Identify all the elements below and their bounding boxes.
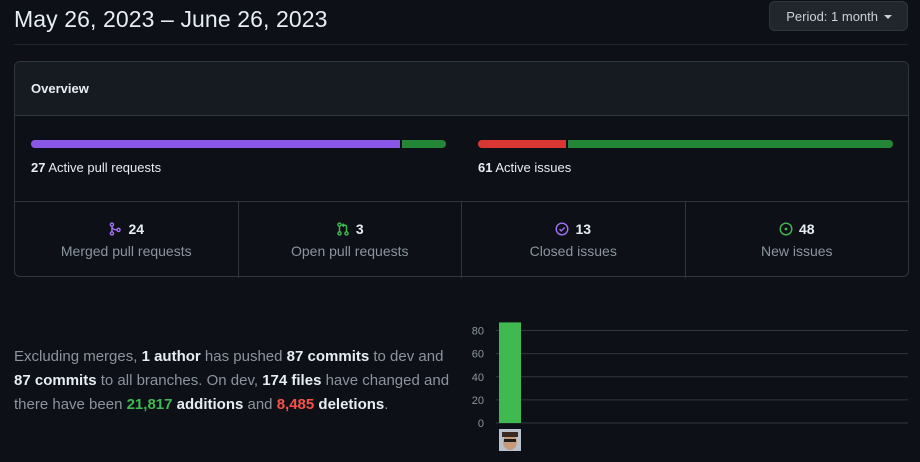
commit-summary-text: Excluding merges, 1 author has pushed 87… [14,345,464,417]
overview-stats: 24 Merged pull requests 3 Open pull requ… [15,202,908,278]
commits-all-count: 87 commits [14,372,97,389]
additions-word: additions [176,396,244,413]
issues-progress-bar[interactable] [478,140,893,148]
open-pr-value: 3 [355,221,364,237]
page-header: May 26, 2023 – June 26, 2023 Period: 1 m… [14,0,908,45]
text-fragment: has pushed [200,348,287,365]
merged-pr-value: 24 [128,221,145,237]
author-count-link[interactable]: 1 author [141,348,201,365]
active-pr-count: 27 [31,160,46,175]
issue-opened-icon [779,222,793,236]
active-pull-requests-summary[interactable]: 27 Active pull requests [31,160,161,175]
overview-title: Overview [31,81,89,96]
period-dropdown-button[interactable]: Period: 1 month [769,1,908,31]
y-tick-label: 20 [472,395,484,407]
closed-issues-value: 13 [575,221,592,237]
text-fragment: have changed and there have been [14,372,450,413]
text-fragment: and [243,396,277,413]
merge-icon [108,222,122,236]
merged-pull-requests-stat[interactable]: 24 Merged pull requests [15,202,239,278]
author-avatar[interactable] [499,429,521,451]
pull-requests-progress-bar[interactable] [31,140,446,148]
date-range-title: May 26, 2023 – June 26, 2023 [14,6,328,32]
text-fragment: Excluding merges, [14,348,142,365]
open-pr-segment [401,140,446,148]
merged-pr-segment [31,140,400,148]
y-tick-label: 80 [472,326,484,338]
overview-header: Overview [15,62,908,116]
overview-summary: 27 Active pull requests 61 Active issues [15,116,908,202]
overview-box: Overview 27 Active pull requests 61 Acti… [14,61,909,278]
chevron-down-icon [884,14,892,19]
commits-dev-count: 87 commits [286,348,370,365]
open-pr-label: Open pull requests [290,243,409,259]
additions-count: 21,817 [126,396,173,413]
y-tick-label: 40 [472,372,484,384]
new-issues-segment [568,140,893,148]
active-issues-label: Active issues [495,160,572,175]
issue-closed-icon [555,222,569,236]
open-pull-requests-stat[interactable]: 3 Open pull requests [239,202,462,278]
active-pr-label: Active pull requests [48,160,162,175]
closed-issues-segment [478,140,567,148]
period-label: Period: 1 month [786,8,878,24]
y-tick-label: 0 [478,418,484,430]
closed-issues-stat[interactable]: 13 Closed issues [462,202,686,278]
pull-request-icon [336,222,350,236]
active-issues-count: 61 [478,160,493,175]
new-issues-value: 48 [798,221,815,237]
deletions-count: 8,485 [276,396,315,413]
merged-pr-label: Merged pull requests [60,243,192,259]
text-fragment: to dev and [369,348,444,365]
commit-bar[interactable] [499,322,521,423]
text-fragment: . [384,396,389,413]
closed-issues-label: Closed issues [529,243,617,259]
commits-by-author-chart: 0 20 40 60 80 [472,322,908,451]
files-changed-count: 174 files [262,372,322,389]
deletions-word: deletions [318,396,385,413]
new-issues-stat[interactable]: 48 New issues [686,202,909,278]
y-tick-label: 60 [472,349,484,361]
new-issues-label: New issues [760,243,833,259]
active-issues-summary[interactable]: 61 Active issues [478,160,571,175]
text-fragment: to all branches. On dev, [96,372,263,389]
